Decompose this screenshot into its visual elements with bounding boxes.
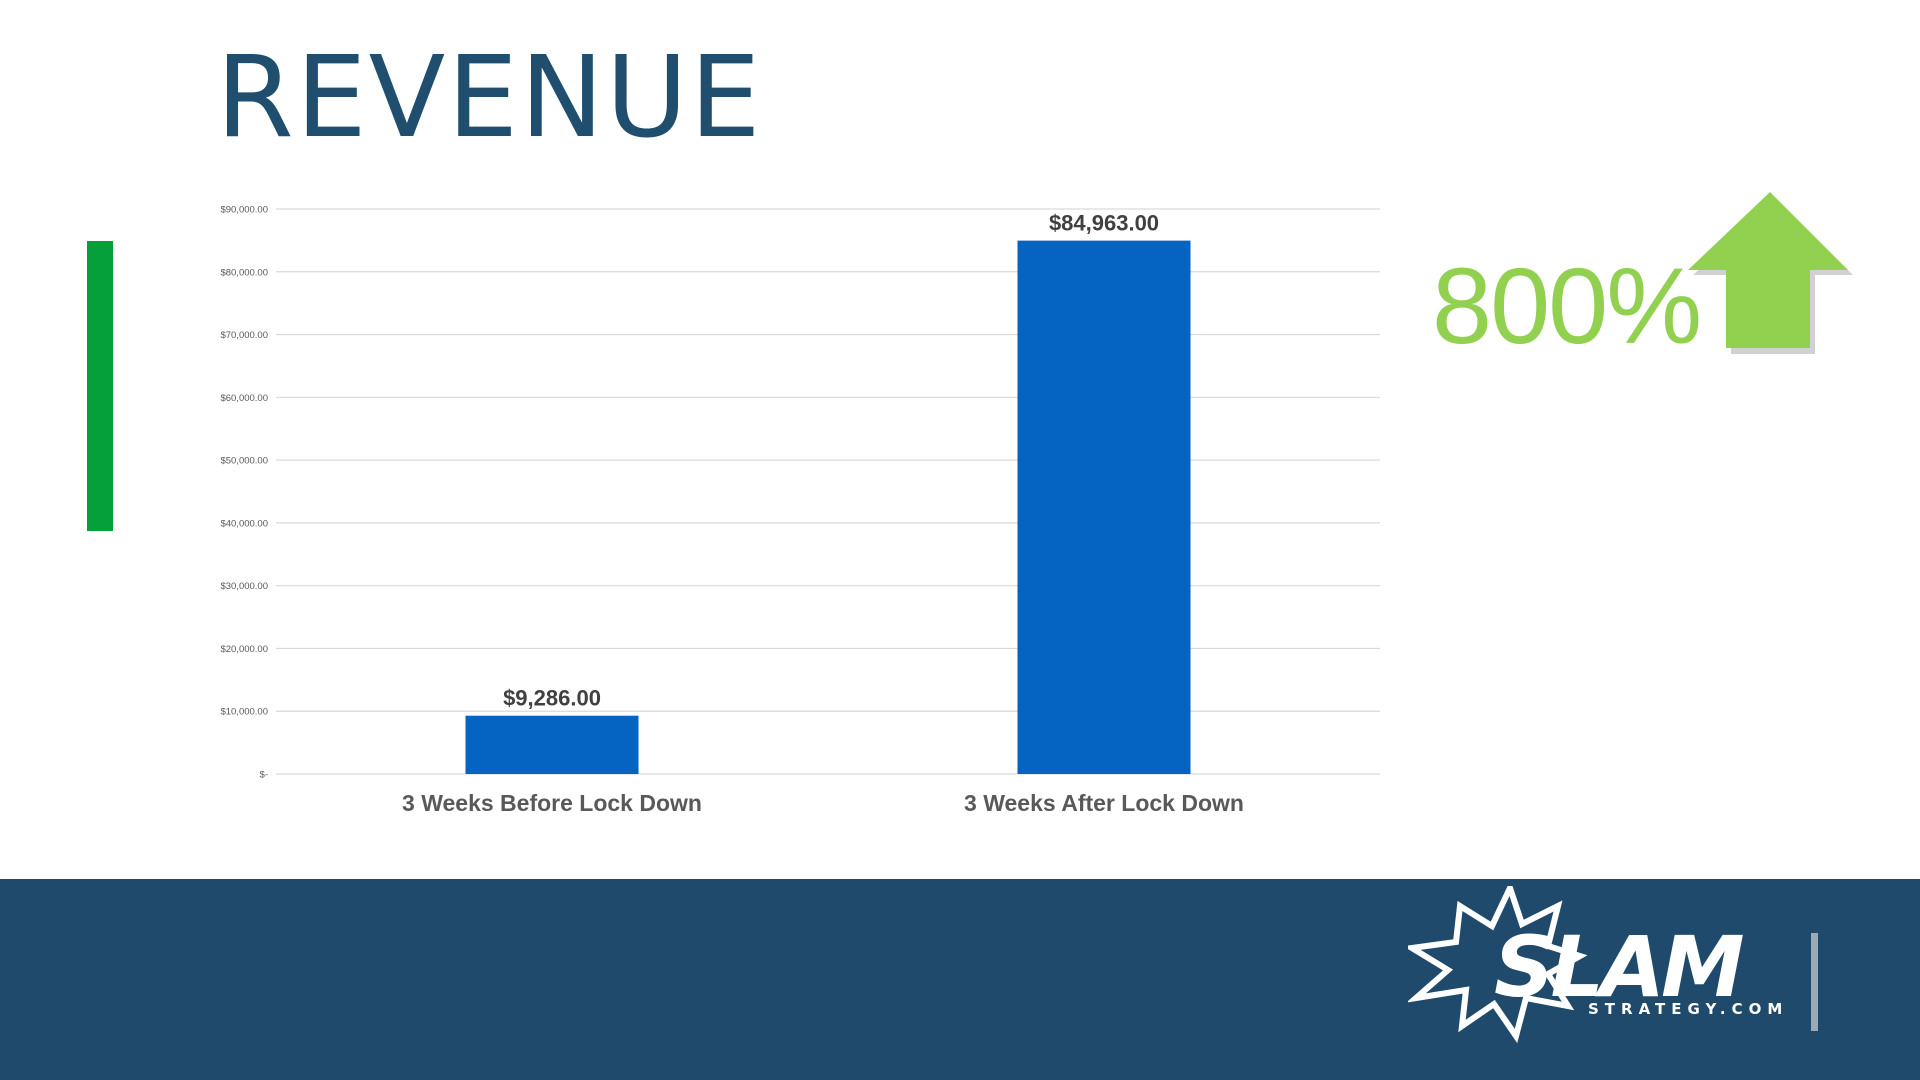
y-tick-label: $-: [260, 770, 268, 781]
arrow-up-icon: [1688, 192, 1853, 354]
bar: [1017, 240, 1191, 775]
logo-tagline: STRATEGY.COM: [1588, 1000, 1788, 1018]
bar-data-label: $9,286.00: [503, 686, 601, 711]
y-tick-label: $10,000.00: [220, 707, 268, 718]
chart-bars: [465, 240, 1191, 775]
revenue-bar-chart: $- $10,000.00 $20,000.00 $30,000.00 $40,000.…: [220, 205, 1380, 816]
y-tick-label: $30,000.00: [220, 581, 268, 592]
starburst-icon: [1408, 886, 1588, 1044]
y-tick-label: $90,000.00: [220, 205, 268, 216]
x-tick-label: 3 Weeks Before Lock Down: [402, 790, 702, 816]
y-tick-label: $50,000.00: [220, 456, 268, 467]
accent-bar: [87, 241, 113, 531]
y-axis-ticks: $- $10,000.00 $20,000.00 $30,000.00 $40,000.…: [220, 205, 268, 781]
y-tick-label: $70,000.00: [220, 330, 268, 341]
y-tick-label: $20,000.00: [220, 644, 268, 655]
slide-title: REVENUE: [216, 33, 763, 163]
x-axis-ticks: 3 Weeks Before Lock Down 3 Weeks After Lo…: [402, 790, 1244, 816]
y-tick-label: $80,000.00: [220, 267, 268, 278]
slam-logo: SLAM STRATEGY.COM: [1408, 886, 1788, 1044]
y-tick-label: $40,000.00: [220, 518, 268, 529]
x-tick-label: 3 Weeks After Lock Down: [964, 790, 1244, 816]
logo-wordmark: SLAM: [1494, 918, 1743, 1016]
footer-band: [0, 879, 1920, 1080]
bar: [465, 715, 639, 774]
footer-divider: [1811, 933, 1818, 1031]
chart-gridlines: [276, 208, 1380, 775]
chart-data-labels: $9,286.00 $84,963.00: [503, 211, 1159, 711]
growth-percent: 800%: [1432, 245, 1702, 366]
y-tick-label: $60,000.00: [220, 393, 268, 404]
bar-data-label: $84,963.00: [1049, 211, 1159, 236]
